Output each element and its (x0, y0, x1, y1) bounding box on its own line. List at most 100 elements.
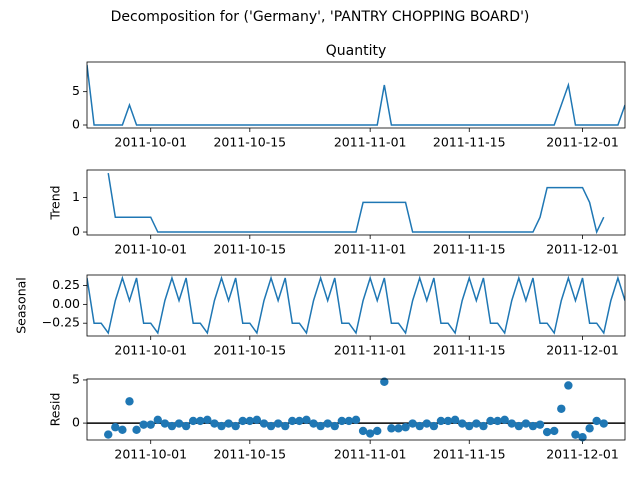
resid-point (443, 416, 453, 426)
resid-point (365, 429, 375, 438)
resid-point (309, 419, 318, 428)
resid-point (521, 419, 531, 428)
resid-point (111, 423, 120, 432)
resid-point (472, 419, 481, 428)
resid-point (344, 416, 354, 426)
resid-point (217, 421, 226, 431)
x-tick-label: 2011-10-15 (213, 447, 286, 462)
resid-point (394, 424, 403, 433)
resid-point (450, 415, 460, 425)
resid-point (231, 421, 240, 431)
resid-point (302, 415, 311, 425)
resid-point (599, 419, 608, 428)
resid-point (557, 404, 566, 413)
resid-point (571, 430, 580, 439)
resid-point (415, 421, 424, 431)
resid-point (174, 419, 184, 428)
resid-point (224, 419, 233, 428)
x-tick-label: 2011-10-15 (213, 343, 286, 358)
x-tick-label: 2011-11-15 (433, 447, 506, 462)
resid-point (465, 421, 474, 431)
resid-point (373, 426, 382, 436)
resid-point (514, 421, 524, 431)
resid-point (259, 419, 269, 428)
resid-point (592, 416, 601, 426)
y-tick-label: 5 (72, 371, 80, 386)
resid-point (507, 419, 516, 428)
axes-frame (86, 169, 626, 236)
resid-point (245, 416, 255, 426)
resid-point (153, 415, 162, 425)
figure-title: Decomposition for ('Germany', 'PANTRY CH… (111, 9, 530, 25)
resid-point (436, 416, 446, 426)
resid-point (358, 426, 368, 436)
resid-point (160, 419, 170, 428)
x-tick-label: 2011-10-01 (114, 135, 187, 150)
resid-point (104, 430, 113, 439)
x-tick-label: 2011-11-01 (334, 447, 407, 462)
resid-point (337, 416, 347, 426)
x-tick-label: 2011-10-15 (213, 135, 286, 150)
axes-title: Quantity (326, 43, 387, 59)
x-tick-label: 2011-10-01 (114, 242, 187, 257)
series-line (87, 64, 625, 126)
y-tick-label: 0 (72, 224, 80, 239)
y-tick-label: −0.25 (42, 315, 80, 330)
y-tick-label: 0.25 (52, 277, 80, 292)
resid-point (139, 420, 148, 429)
resid-point (125, 397, 134, 406)
resid-point (288, 416, 297, 426)
resid-point (295, 416, 304, 426)
series-line (87, 275, 625, 335)
x-tick-label: 2011-10-15 (213, 242, 286, 257)
x-tick-label: 2011-12-01 (546, 135, 619, 150)
resid-point (118, 425, 127, 435)
resid-point (535, 420, 545, 429)
resid-point (493, 416, 502, 426)
resid-point (351, 415, 361, 425)
resid-point (196, 416, 205, 426)
resid-point (210, 419, 219, 428)
x-tick-label: 2011-11-01 (334, 135, 407, 150)
resid-point (323, 419, 332, 428)
resid-point (252, 415, 262, 425)
x-tick-label: 2011-12-01 (546, 447, 619, 462)
resid-point (542, 427, 552, 437)
resid-point (188, 416, 198, 426)
y-tick-label: 0 (72, 415, 80, 430)
y-tick-label: 0 (72, 117, 80, 132)
y-tick-label: 0.00 (52, 296, 80, 311)
x-tick-label: 2011-10-01 (114, 447, 187, 462)
resid-point (500, 415, 509, 425)
x-tick-label: 2011-11-15 (433, 135, 506, 150)
resid-point (238, 416, 247, 426)
resid-point (132, 425, 141, 435)
y-tick-label: 1 (72, 189, 80, 204)
resid-point (146, 420, 155, 429)
resid-point (457, 419, 467, 428)
resid-point (387, 424, 396, 433)
y-axis-label: Trend (48, 185, 63, 220)
x-tick-label: 2011-11-01 (334, 242, 407, 257)
resid-point (486, 416, 495, 426)
axes-frame (86, 378, 626, 441)
resid-point (266, 421, 276, 431)
resid-point (585, 424, 594, 433)
resid-point (408, 419, 417, 428)
resid-point (479, 421, 488, 431)
y-tick-label: 5 (72, 83, 80, 98)
resid-point (273, 419, 283, 428)
resid-point (203, 415, 212, 425)
resid-point (380, 377, 389, 386)
resid-point (564, 381, 573, 390)
x-tick-label: 2011-12-01 (546, 343, 619, 358)
y-axis-label: Resid (48, 393, 63, 427)
resid-point (330, 421, 339, 431)
x-tick-label: 2011-11-15 (433, 343, 506, 358)
series-line (107, 172, 605, 235)
resid-point (181, 421, 191, 431)
resid-point (281, 421, 290, 431)
y-axis-label: Seasonal (14, 277, 29, 334)
resid-point (578, 433, 587, 442)
